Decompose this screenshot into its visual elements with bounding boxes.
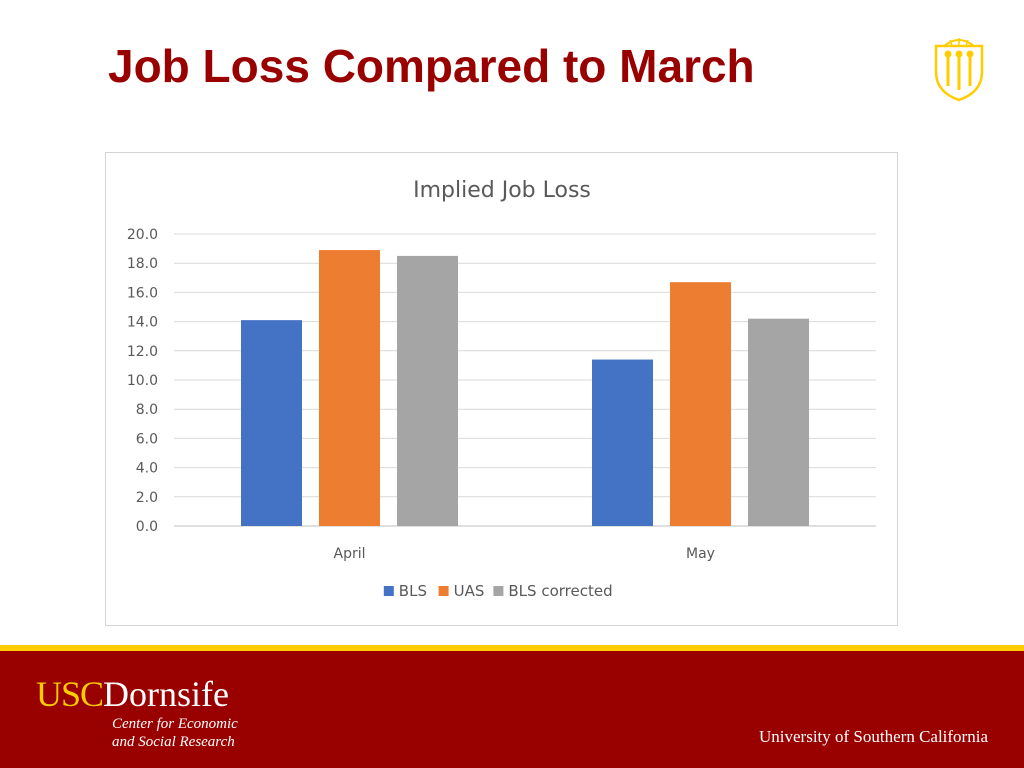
usc-seal-icon — [930, 36, 988, 102]
y-axis-ticks: 0.0 2.0 4.0 6.0 8.0 10.0 12.0 14.0 16.0 18.0 20.0 — [127, 227, 158, 535]
chart-container: Implied Job Loss 0.0 2.0 4.0 6.0 8.0 10.0 12.0… — [105, 152, 898, 626]
y-tick-label: 20.0 — [127, 227, 158, 243]
logo-usc: USC — [36, 674, 104, 714]
y-tick-label: 6.0 — [136, 431, 158, 447]
bar — [670, 282, 731, 526]
x-tick-label: May — [686, 546, 715, 562]
legend-swatch — [493, 586, 504, 596]
y-tick-label: 4.0 — [136, 461, 158, 477]
bar — [241, 320, 302, 526]
footer-stripe — [0, 645, 1024, 651]
center-name-line2: and Social Research — [112, 734, 235, 750]
y-tick-label: 8.0 — [136, 402, 158, 418]
legend: BLS UAS BLS corrected — [383, 582, 613, 600]
center-name-line1: Center for Economic — [112, 716, 238, 732]
legend-label: BLS corrected — [508, 582, 612, 600]
bars — [241, 250, 809, 526]
bar — [592, 359, 653, 526]
y-tick-label: 18.0 — [127, 256, 158, 272]
center-name: Center for Economic and Social Research — [112, 715, 238, 751]
x-axis-ticks: April May — [334, 546, 715, 562]
chart-title: Implied Job Loss — [413, 178, 591, 203]
bar — [319, 250, 380, 526]
university-name: University of Southern California — [759, 727, 988, 746]
legend-label: BLS — [399, 582, 427, 600]
bar — [397, 255, 458, 526]
y-tick-label: 16.0 — [127, 285, 158, 301]
x-tick-label: April — [334, 546, 366, 562]
footer: USCDornsife Center for Economic and Soci… — [0, 651, 1024, 768]
bar — [748, 318, 809, 526]
logo-dornsife: Dornsife — [103, 674, 229, 714]
y-tick-label: 12.0 — [127, 344, 158, 360]
bar-chart: Implied Job Loss 0.0 2.0 4.0 6.0 8.0 10.0 12.0… — [127, 178, 876, 600]
legend-swatch — [438, 586, 449, 596]
slide-title: Job Loss Compared to March — [108, 40, 755, 92]
dornsife-logo: USCDornsife — [36, 675, 229, 713]
y-tick-label: 0.0 — [136, 519, 158, 535]
y-tick-label: 14.0 — [127, 315, 158, 331]
legend-label: UAS — [454, 582, 485, 600]
y-tick-label: 10.0 — [127, 373, 158, 389]
legend-swatch — [383, 586, 394, 596]
y-tick-label: 2.0 — [136, 490, 158, 506]
